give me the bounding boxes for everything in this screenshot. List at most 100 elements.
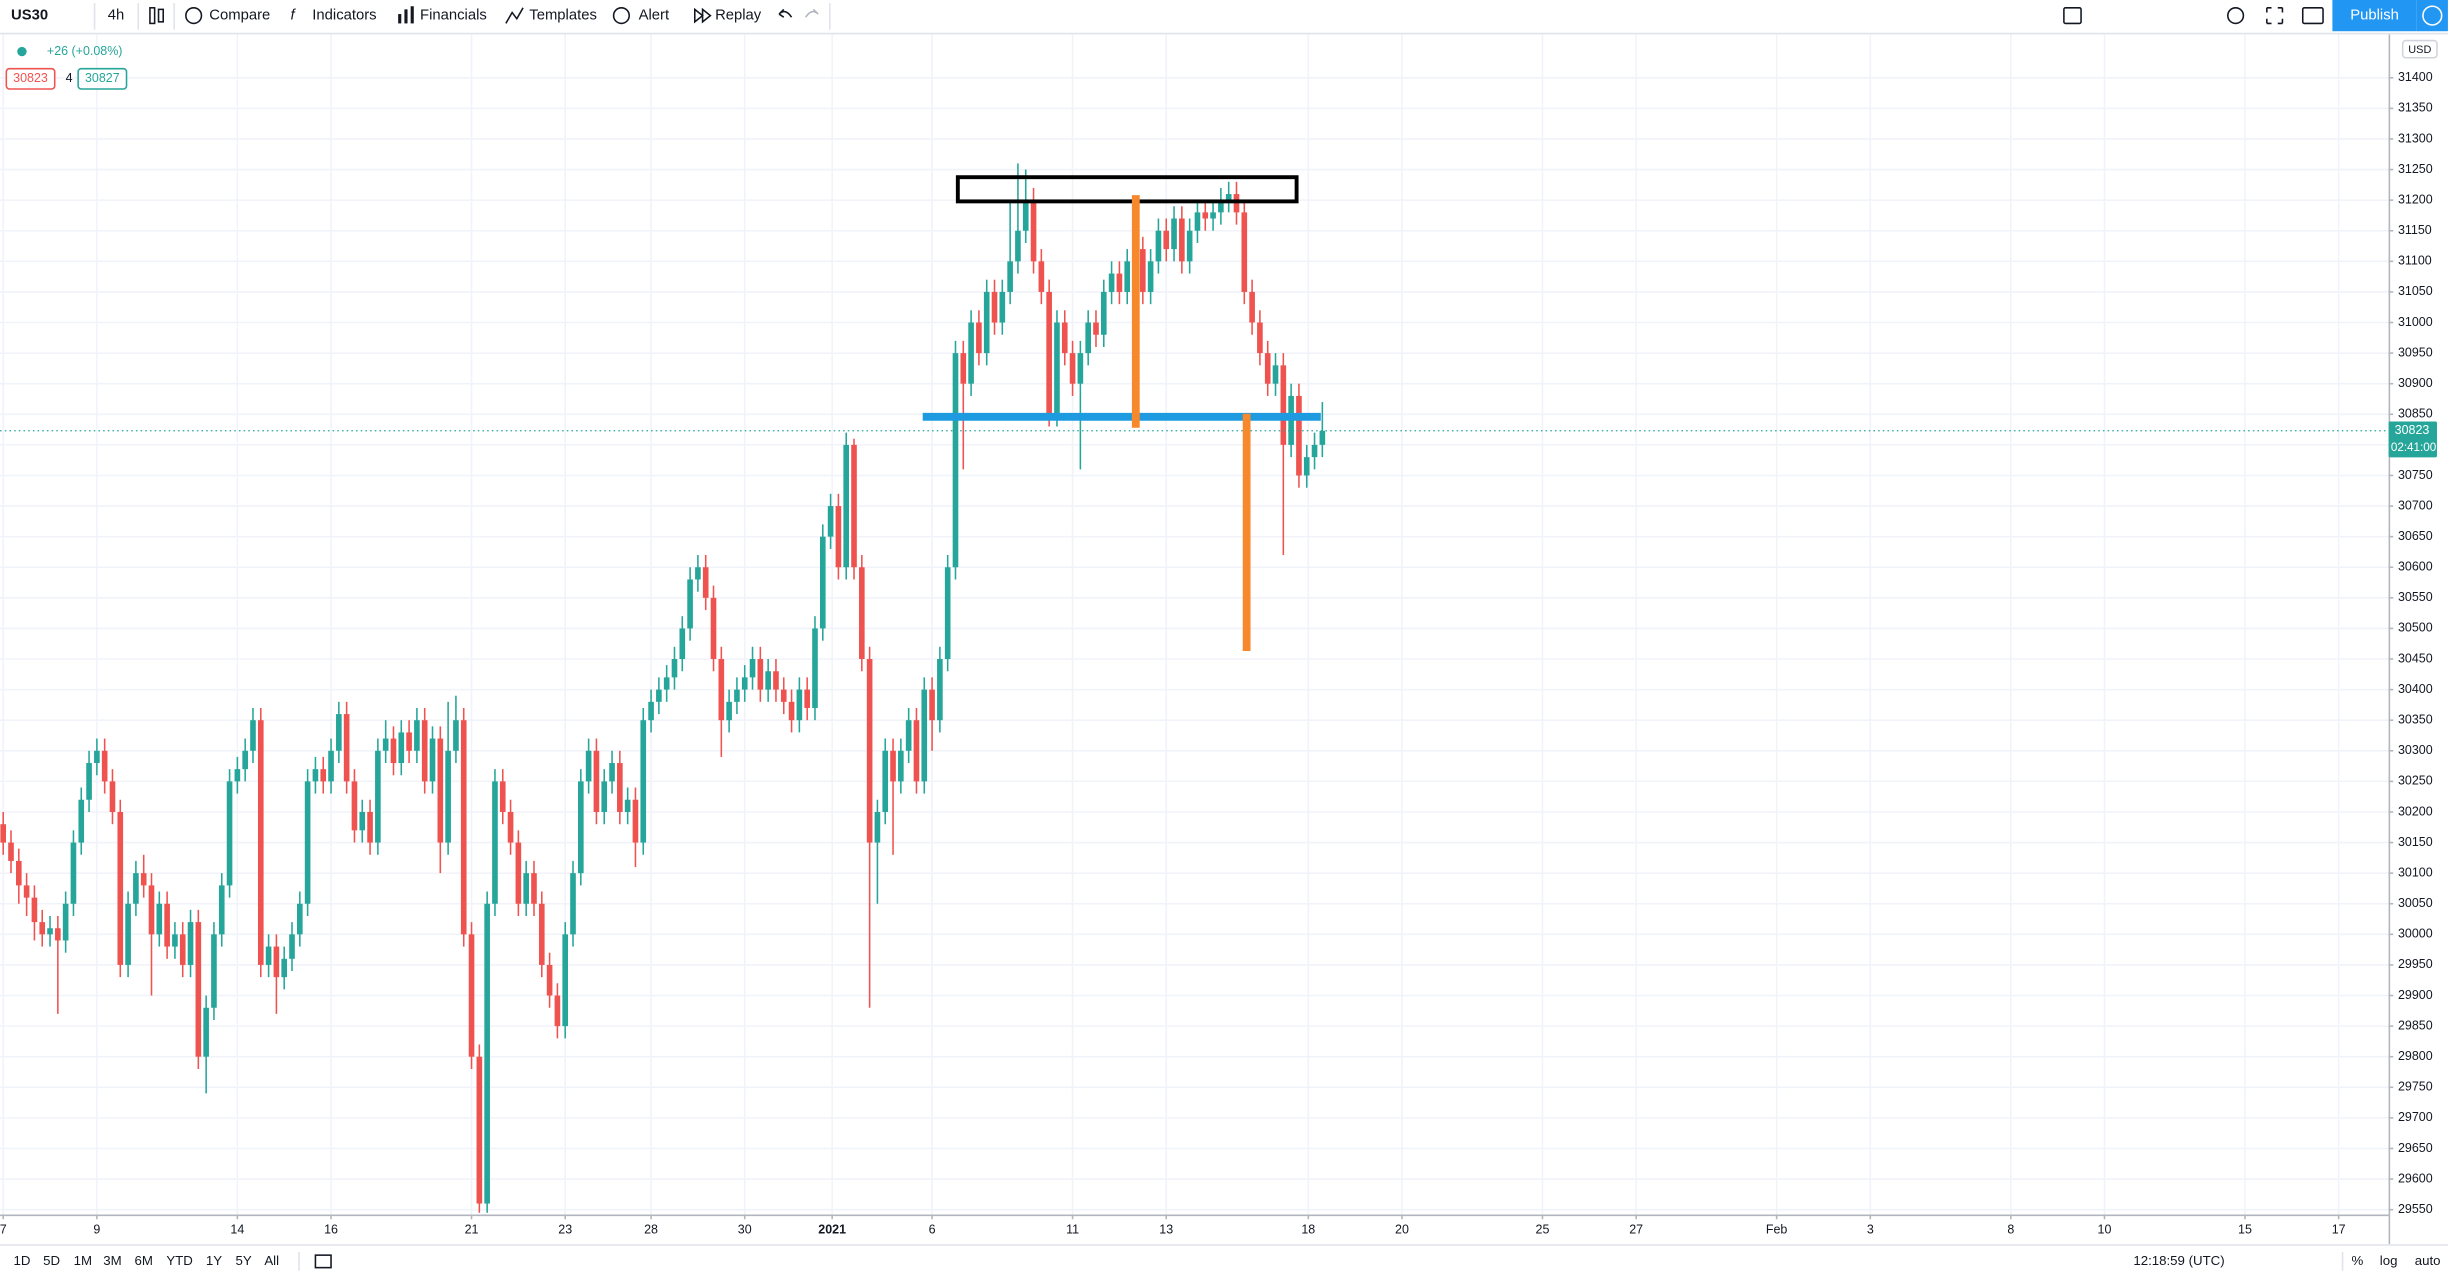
candle-body bbox=[538, 903, 545, 965]
candle-body bbox=[23, 885, 30, 898]
currency: USD bbox=[2408, 44, 2431, 56]
redo[interactable] bbox=[804, 8, 819, 18]
range-button[interactable]: 1D bbox=[13, 1253, 30, 1268]
candle-body bbox=[1249, 291, 1255, 323]
undo[interactable] bbox=[778, 8, 793, 18]
candle-body bbox=[726, 701, 732, 721]
candle-body bbox=[1140, 249, 1146, 292]
range-button[interactable]: YTD bbox=[166, 1253, 193, 1268]
candle-body bbox=[414, 720, 420, 751]
candle-body bbox=[617, 763, 623, 812]
candle-body bbox=[476, 1056, 483, 1204]
y-tick-label: 30450 bbox=[2398, 651, 2433, 665]
y-tick-label: 30000 bbox=[2398, 927, 2433, 941]
candle-body bbox=[866, 659, 873, 843]
spread: 4 bbox=[66, 71, 73, 85]
candle-body bbox=[86, 763, 92, 800]
publish-button[interactable] bbox=[2332, 0, 2417, 32]
candle-body bbox=[952, 353, 959, 568]
auto-toggle[interactable]: auto bbox=[2415, 1253, 2441, 1268]
change: +26 (+0.08%) bbox=[47, 44, 123, 58]
log-toggle[interactable]: log bbox=[2380, 1253, 2398, 1268]
y-tick-label: 31000 bbox=[2398, 315, 2433, 329]
ask: 30827 bbox=[85, 71, 120, 85]
candle-body bbox=[328, 750, 334, 782]
templates[interactable]: Templates bbox=[529, 8, 597, 24]
candle-body bbox=[937, 659, 943, 721]
y-tick-label: 30600 bbox=[2398, 560, 2433, 574]
settings-button[interactable] bbox=[2227, 7, 2245, 25]
y-tick-label: 30150 bbox=[2398, 835, 2433, 849]
range-button[interactable]: 3M bbox=[103, 1253, 121, 1268]
chart-style-icon[interactable] bbox=[149, 7, 164, 25]
y-tick-label: 29650 bbox=[2398, 1141, 2433, 1155]
x-tick-label: 6 bbox=[929, 1222, 936, 1236]
candle-body bbox=[375, 750, 381, 843]
candle-body bbox=[741, 677, 748, 690]
symbol[interactable]: US30 bbox=[11, 8, 48, 24]
range-button[interactable]: 6M bbox=[134, 1253, 152, 1268]
candle-body bbox=[983, 291, 990, 354]
candle-body bbox=[1264, 353, 1271, 384]
candle-body bbox=[172, 934, 178, 947]
candle-body bbox=[468, 934, 475, 1057]
candle-body bbox=[140, 873, 147, 886]
publish[interactable]: Publish bbox=[2350, 8, 2399, 24]
snapshot-button[interactable] bbox=[2301, 7, 2324, 25]
candle-body bbox=[367, 811, 373, 843]
candle-body bbox=[398, 732, 405, 764]
candle-body bbox=[1022, 200, 1029, 231]
replay[interactable]: Replay bbox=[715, 8, 762, 24]
candle-body bbox=[1124, 261, 1131, 292]
x-tick-label: 15 bbox=[2238, 1222, 2252, 1236]
range-button[interactable]: 5D bbox=[43, 1253, 60, 1268]
y-tick-label: 30850 bbox=[2398, 407, 2433, 421]
candle-body bbox=[1319, 430, 1326, 445]
candle-body bbox=[1100, 291, 1107, 335]
candle-body bbox=[499, 781, 506, 812]
y-tick-label: 30400 bbox=[2398, 682, 2433, 696]
y-tick-label: 30750 bbox=[2398, 468, 2433, 482]
interval[interactable]: 4h bbox=[108, 8, 125, 24]
range-button[interactable]: 1Y bbox=[206, 1253, 222, 1268]
range-button[interactable]: 1M bbox=[74, 1253, 92, 1268]
y-tick-label: 30250 bbox=[2398, 774, 2433, 788]
candle-body bbox=[546, 964, 553, 996]
x-tick-label: 25 bbox=[1536, 1222, 1550, 1236]
candle-body bbox=[1069, 353, 1076, 384]
y-tick-label: 31400 bbox=[2398, 70, 2433, 84]
goto-date[interactable] bbox=[314, 1254, 332, 1269]
candle-body bbox=[195, 922, 202, 1057]
y-tick-label: 29750 bbox=[2398, 1080, 2433, 1094]
range-selector: 1D 5D 1M 3M 6M YTD 1Y 5Y All bbox=[13, 1253, 279, 1268]
candle-body bbox=[531, 873, 537, 904]
candle-body bbox=[421, 720, 428, 782]
alert[interactable]: Alert bbox=[639, 8, 670, 24]
financials[interactable]: Financials bbox=[420, 8, 487, 24]
percent-toggle[interactable]: % bbox=[2351, 1253, 2363, 1268]
candle-body bbox=[991, 291, 998, 323]
range-button[interactable]: 5Y bbox=[236, 1253, 252, 1268]
candle-body bbox=[445, 750, 451, 843]
candle-body bbox=[484, 903, 490, 1204]
stream-button[interactable] bbox=[2416, 0, 2448, 32]
y-tick-label: 29800 bbox=[2398, 1049, 2433, 1063]
indicators[interactable]: Indicators bbox=[312, 8, 376, 24]
candle-body bbox=[1241, 212, 1248, 292]
layout-button[interactable] bbox=[2063, 7, 2082, 25]
candle-body bbox=[585, 750, 592, 782]
candle-body bbox=[47, 928, 53, 935]
compare[interactable]: Compare bbox=[209, 8, 270, 24]
x-tick-label: 2021 bbox=[818, 1222, 846, 1236]
candle-body bbox=[507, 811, 514, 843]
y-tick-label: 30300 bbox=[2398, 743, 2433, 757]
range-button[interactable]: All bbox=[264, 1253, 279, 1268]
x-tick-label: 13 bbox=[1159, 1222, 1173, 1236]
currency-box bbox=[2401, 39, 2438, 59]
fullscreen-button[interactable] bbox=[2266, 7, 2284, 25]
candle-body bbox=[242, 750, 248, 770]
candle-body bbox=[1194, 212, 1201, 231]
candle-body bbox=[359, 811, 366, 831]
candle-body bbox=[562, 934, 569, 1027]
candle-body bbox=[406, 732, 412, 751]
